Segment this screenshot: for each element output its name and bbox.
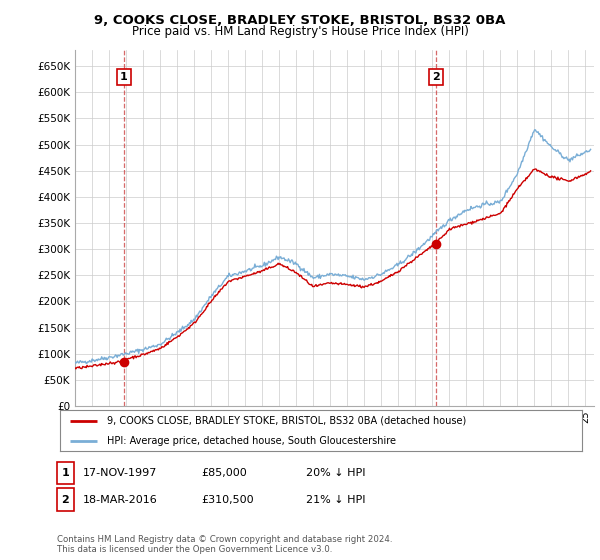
Text: 17-NOV-1997: 17-NOV-1997 <box>83 468 157 478</box>
Text: 2: 2 <box>62 494 69 505</box>
Text: HPI: Average price, detached house, South Gloucestershire: HPI: Average price, detached house, Sout… <box>107 436 396 446</box>
Text: 21% ↓ HPI: 21% ↓ HPI <box>306 494 365 505</box>
Text: 2: 2 <box>432 72 440 82</box>
Text: 9, COOKS CLOSE, BRADLEY STOKE, BRISTOL, BS32 0BA (detached house): 9, COOKS CLOSE, BRADLEY STOKE, BRISTOL, … <box>107 416 466 426</box>
Text: 1: 1 <box>62 468 69 478</box>
Text: 18-MAR-2016: 18-MAR-2016 <box>83 494 158 505</box>
Text: Contains HM Land Registry data © Crown copyright and database right 2024.
This d: Contains HM Land Registry data © Crown c… <box>57 535 392 554</box>
Text: 9, COOKS CLOSE, BRADLEY STOKE, BRISTOL, BS32 0BA: 9, COOKS CLOSE, BRADLEY STOKE, BRISTOL, … <box>94 14 506 27</box>
Text: 20% ↓ HPI: 20% ↓ HPI <box>306 468 365 478</box>
Text: 1: 1 <box>120 72 128 82</box>
Text: Price paid vs. HM Land Registry's House Price Index (HPI): Price paid vs. HM Land Registry's House … <box>131 25 469 38</box>
Text: £310,500: £310,500 <box>201 494 254 505</box>
Text: £85,000: £85,000 <box>201 468 247 478</box>
